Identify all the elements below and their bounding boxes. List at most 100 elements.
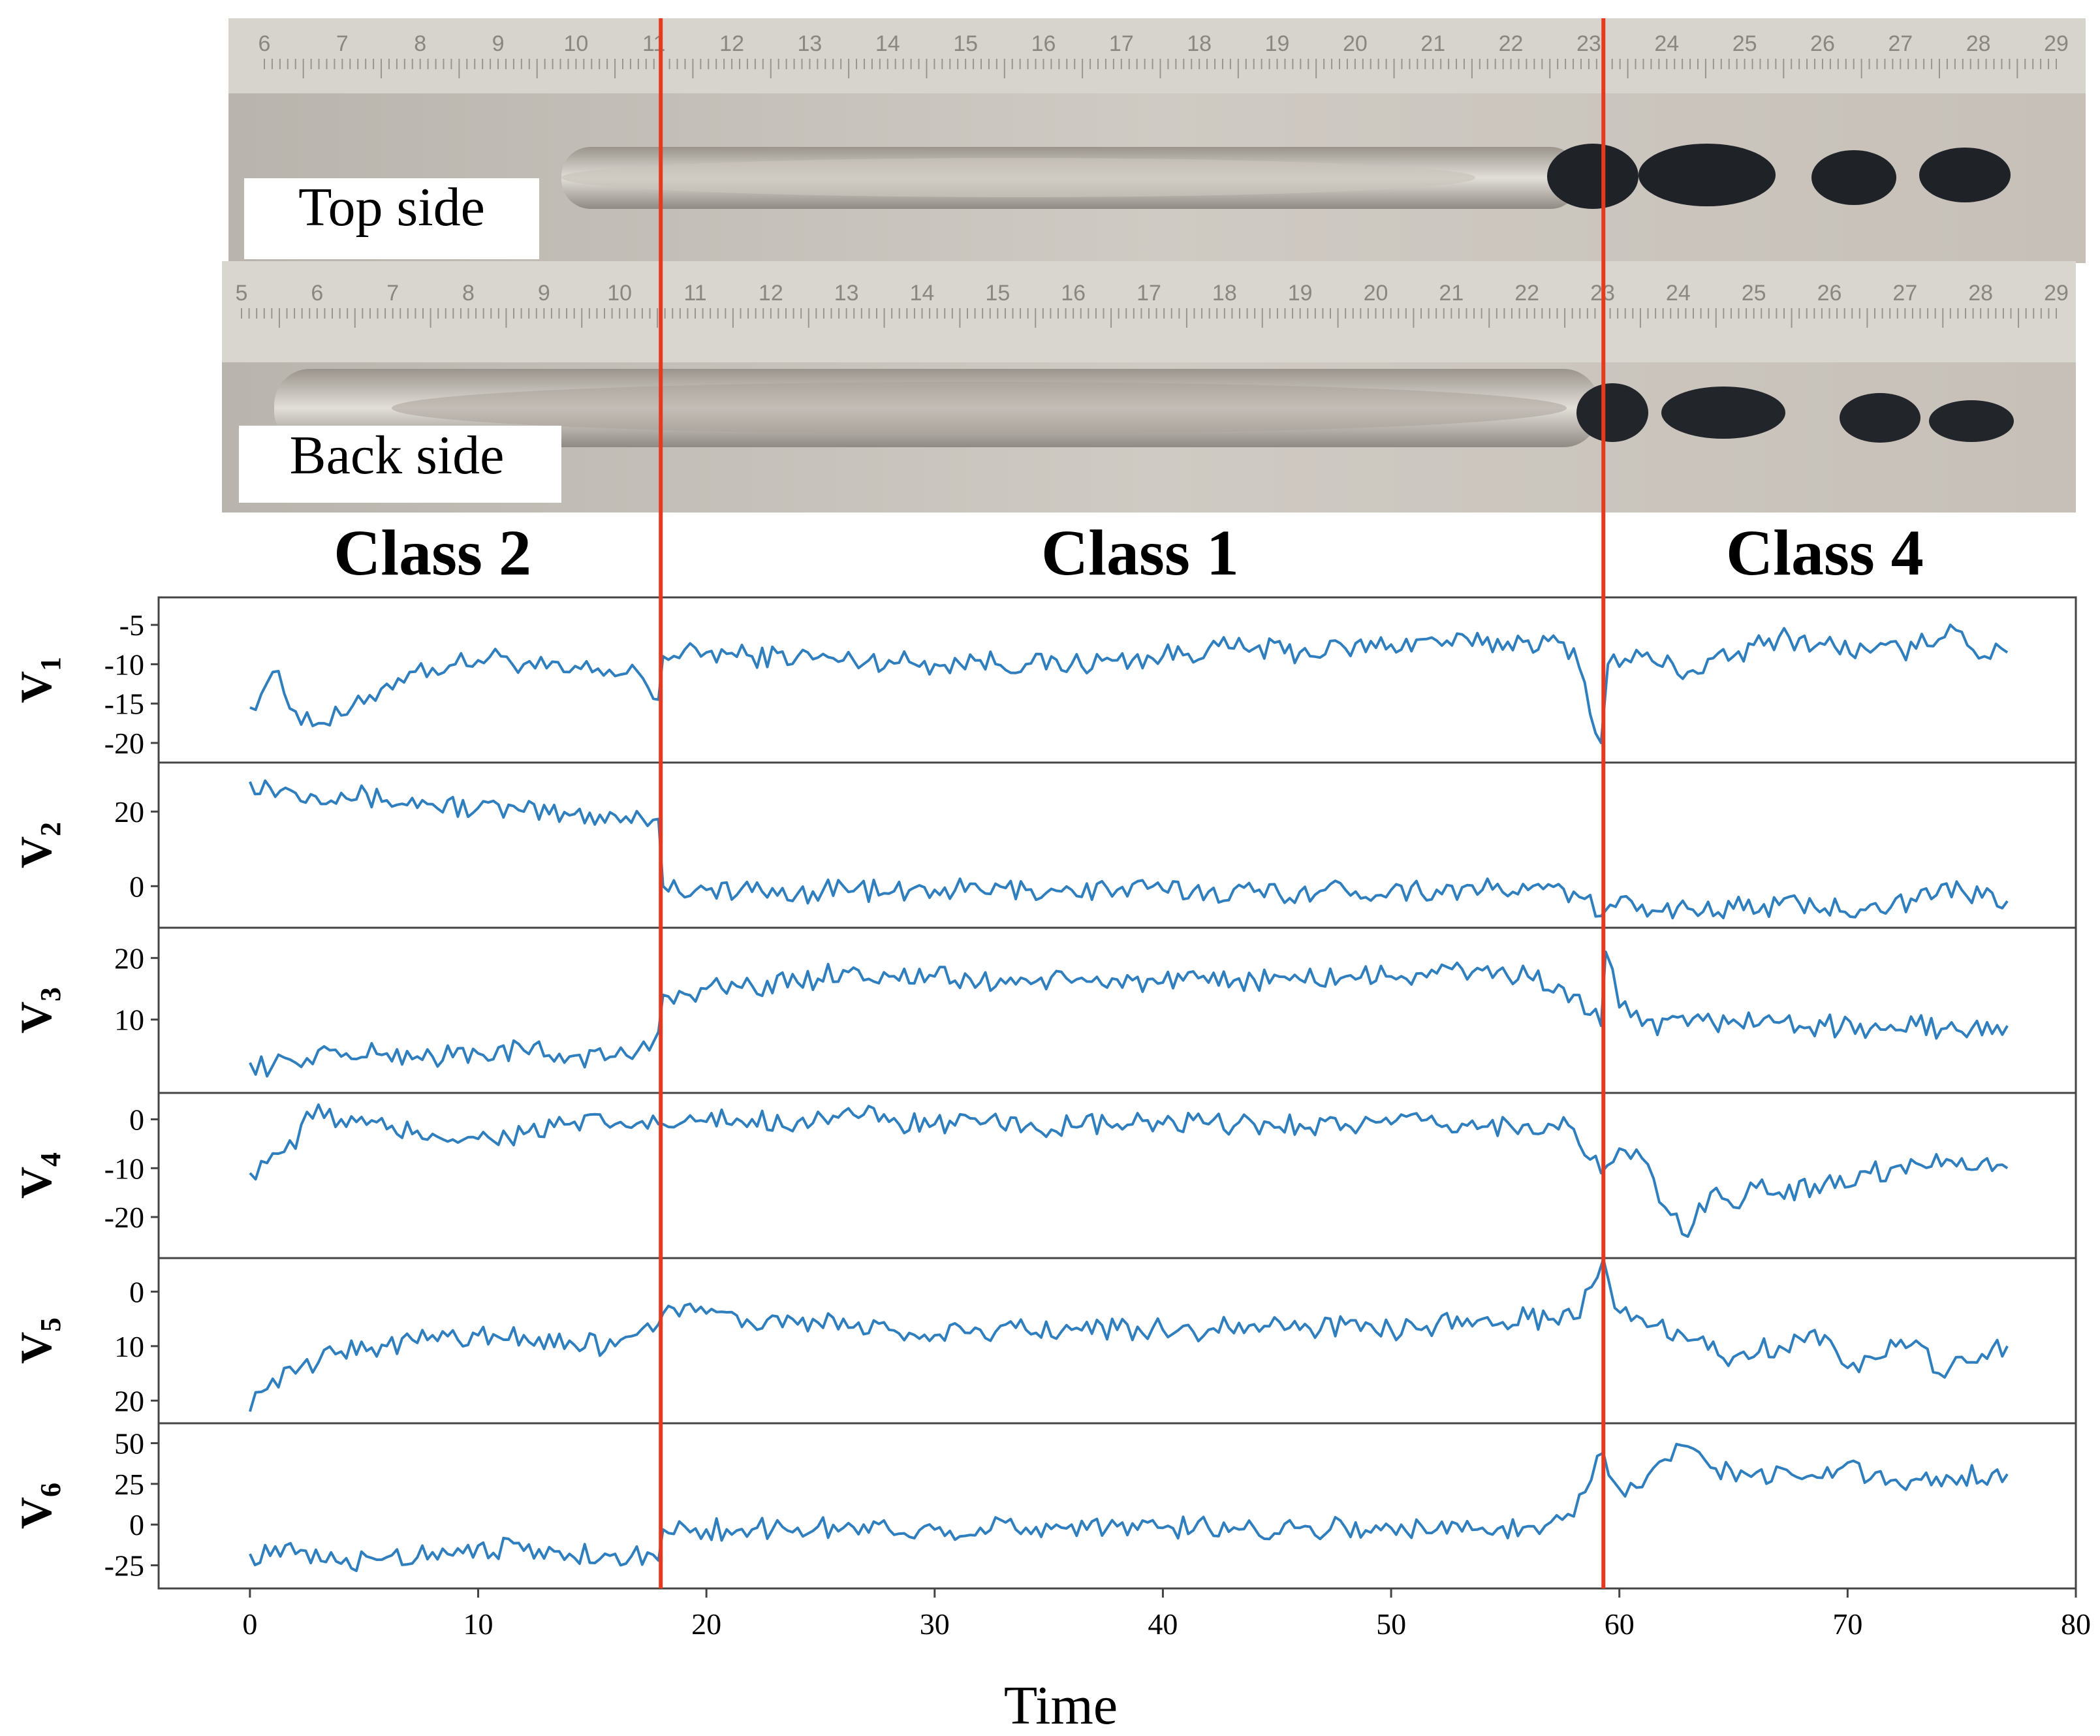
ruler-number: 24	[1666, 281, 1691, 306]
ruler-number: 13	[834, 281, 859, 306]
class-label: Class 1	[1041, 516, 1239, 589]
ruler-number: 8	[414, 31, 426, 56]
ruler-number: 14	[910, 281, 935, 306]
back-side-label: Back side	[290, 425, 505, 486]
y-tick-label: 20	[114, 1384, 144, 1417]
ruler-number: 13	[798, 31, 823, 56]
ruler-number: 18	[1212, 281, 1237, 306]
y-tick-label: 0	[129, 870, 144, 903]
y-tick-label: -20	[104, 1201, 144, 1234]
ruler-number: 25	[1742, 281, 1766, 306]
y-tick-label: 25	[114, 1468, 144, 1501]
x-tick-label: 60	[1605, 1607, 1635, 1641]
class-labels: Class 2 Class 1 Class 4	[334, 516, 1924, 589]
series-line-v6	[249, 1443, 2009, 1572]
back-side-photo: 5678910111213141516171819202122232425262…	[222, 261, 2076, 513]
y-tick-label: 20	[114, 795, 144, 829]
ruler-number: 5	[236, 281, 248, 306]
x-tick-label: 70	[1832, 1607, 1862, 1641]
panel-v1: -5 -10 -15 -20 V1	[11, 608, 2009, 760]
series-label-v3: V3	[11, 987, 67, 1034]
x-tick-label: 20	[691, 1607, 721, 1641]
y-tick-label: 0	[129, 1275, 144, 1308]
ruler-number: 29	[2044, 31, 2069, 56]
panel-v3: 20 10 V3	[11, 926, 2076, 1078]
panel-v2: 20 0 V2	[11, 761, 2076, 920]
top-side-photo: 6 7 8 9 10 11 12 13 14 15 16 17 18 19 20 21 22 23 24 25 26 27…	[228, 18, 2086, 263]
ruler-number: 21	[1420, 31, 1445, 56]
x-tick-label: 0	[242, 1607, 257, 1641]
ruler-top: 6 7 8 9 10 11 12 13 14 15 16 17 18 19 20 21 22 23 24 25 26 27…	[259, 31, 2069, 78]
ruler-number: 20	[1364, 281, 1388, 306]
ruler-number: 26	[1817, 281, 1842, 306]
panel-v6: 50 25 0 -25 V6	[11, 1422, 2076, 1583]
panels: -5 -10 -15 -20 V1 20 0 V2 20 10 V3 0 -10 -20 V4 0 10 20 V5…	[11, 596, 2077, 1590]
ruler-back: 5678910111213141516171819202122232425262…	[236, 281, 2069, 328]
series-line-v1	[249, 623, 2009, 744]
ruler-number: 17	[1109, 31, 1134, 56]
y-tick-label: -5	[119, 608, 144, 642]
x-tick-label: 30	[920, 1607, 950, 1641]
y-tick-label: 10	[114, 1330, 144, 1363]
series-line-v3	[249, 950, 2009, 1078]
ruler-number: 26	[1810, 31, 1835, 56]
ruler-number: 9	[538, 281, 550, 306]
ruler-number: 8	[462, 281, 475, 306]
ruler-number: 22	[1499, 31, 1524, 56]
ruler-number: 25	[1732, 31, 1757, 56]
y-tick-label: -10	[104, 648, 144, 681]
y-tick-label: 50	[114, 1427, 144, 1460]
series-line-v4	[249, 1103, 2009, 1238]
ruler-number: 29	[2044, 281, 2069, 306]
ruler-number: 12	[719, 31, 744, 56]
ruler-number: 12	[759, 281, 783, 306]
series-line-v5	[248, 1257, 2009, 1412]
series-line-v2	[249, 779, 2009, 920]
porosity-holes-top	[1547, 144, 2011, 209]
top-side-label: Top side	[298, 177, 485, 238]
ruler-number: 18	[1187, 31, 1212, 56]
y-tick-label: 10	[114, 1003, 144, 1037]
ruler-number: 24	[1654, 31, 1679, 56]
ruler-number: 10	[563, 31, 588, 56]
ruler-number: 9	[492, 31, 505, 56]
ruler-number: 10	[607, 281, 632, 306]
series-label-v2: V2	[11, 822, 67, 868]
x-tick-label: 10	[463, 1607, 494, 1641]
x-tick-label: 50	[1376, 1607, 1406, 1641]
y-tick-label: 20	[114, 941, 144, 975]
ruler-number: 19	[1265, 31, 1290, 56]
class-boundary-markers	[659, 18, 1606, 1588]
class-label: Class 4	[1726, 516, 1924, 589]
y-tick-label: -10	[104, 1152, 144, 1185]
series-label-v1: V1	[11, 657, 67, 703]
ruler-number: 15	[953, 31, 978, 56]
y-tick-label: 0	[129, 1103, 144, 1136]
ruler-number: 7	[336, 31, 349, 56]
ruler-number: 15	[985, 281, 1010, 306]
porosity-holes-back	[1576, 383, 2014, 443]
y-tick-label: -15	[104, 687, 144, 721]
ruler-number: 19	[1288, 281, 1313, 306]
ruler-number: 6	[311, 281, 323, 306]
weld-photo: 6 7 8 9 10 11 12 13 14 15 16 17 18 19 20 21 22 23 24 25 26 27…	[222, 18, 2086, 513]
ruler-number: 27	[1892, 281, 1917, 306]
series-label-v5: V5	[11, 1318, 67, 1364]
ruler-number: 27	[1888, 31, 1913, 56]
ruler-number: 16	[1061, 281, 1086, 306]
panel-v5: 0 10 20 V5	[11, 1257, 2076, 1417]
x-axis: 0 10 20 30 40 50 60 70 80	[242, 1588, 2091, 1641]
ruler-number: 16	[1031, 31, 1056, 56]
ruler-number: 28	[1966, 31, 1991, 56]
series-label-v4: V4	[11, 1152, 67, 1199]
panel-v4: 0 -10 -20 V4	[11, 1092, 2076, 1238]
y-tick-label: -25	[104, 1549, 144, 1583]
ruler-number: 17	[1136, 281, 1161, 306]
x-tick-label: 80	[2061, 1607, 2091, 1641]
ruler-number: 20	[1343, 31, 1368, 56]
ruler-number: 14	[875, 31, 900, 56]
x-tick-label: 40	[1148, 1607, 1178, 1641]
y-tick-label: 0	[129, 1508, 144, 1541]
ruler-number: 22	[1514, 281, 1539, 306]
